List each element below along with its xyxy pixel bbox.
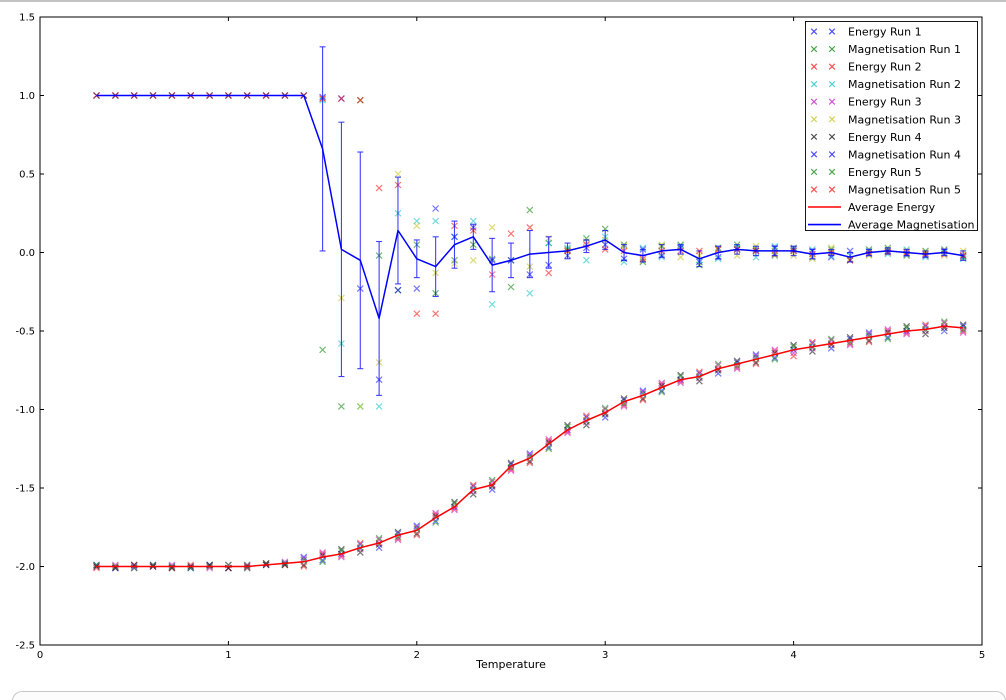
x-axis: 0 1 2 3 4 5 <box>37 17 985 661</box>
legend-item-energy-run-3: Energy Run 3 <box>810 96 922 109</box>
legend-item-average-energy: Average Energy <box>808 201 936 214</box>
scatter-energy-run-1 <box>93 322 967 572</box>
legend-item-magnetisation-run-5: Magnetisation Run 5 <box>810 183 961 196</box>
legend-marker-x <box>810 186 836 193</box>
legend-label: Energy Run 4 <box>848 131 922 144</box>
y-tick-label: 1.5 <box>19 13 35 24</box>
legend-item-energy-run-1: Energy Run 1 <box>810 26 922 39</box>
legend-marker-x <box>810 63 836 70</box>
legend-item-magnetisation-run-3: Magnetisation Run 3 <box>810 113 961 126</box>
y-tick-label: -2.0 <box>15 562 35 573</box>
legend-item-magnetisation-run-1: Magnetisation Run 1 <box>810 43 961 56</box>
x-tick-label: 3 <box>602 650 608 661</box>
scatter-energy-run-2 <box>93 321 967 572</box>
legend-marker-x <box>810 98 836 105</box>
legend-box <box>805 21 978 231</box>
y-tick-label: -1.5 <box>15 484 35 495</box>
legend-label: Magnetisation Run 3 <box>848 113 961 126</box>
legend-label: Average Magnetisation <box>848 219 975 232</box>
legend-item-magnetisation-run-2: Magnetisation Run 2 <box>810 78 961 91</box>
legend-item-energy-run-2: Energy Run 2 <box>810 61 922 74</box>
x-tick-label: 2 <box>414 650 420 661</box>
legend-label: Energy Run 1 <box>848 26 922 39</box>
x-tick-label: 0 <box>37 650 43 661</box>
legend-marker-x <box>810 116 836 123</box>
average-energy-line <box>96 325 964 568</box>
legend-label: Magnetisation Run 2 <box>848 78 961 91</box>
legend-label: Average Energy <box>848 201 936 214</box>
legend-item-average-magnetisation: Average Magnetisation <box>808 219 975 232</box>
legend-marker-x <box>810 133 836 141</box>
legend-label: Energy Run 3 <box>848 96 922 109</box>
y-tick-label: 0.0 <box>19 248 35 259</box>
legend-marker-x <box>810 168 836 176</box>
legend-label: Energy Run 2 <box>848 61 922 74</box>
legend-label: Magnetisation Run 1 <box>848 43 961 56</box>
x-tick-label: 5 <box>979 650 985 661</box>
legend-label: Energy Run 5 <box>848 166 922 179</box>
legend-marker-x <box>810 80 836 88</box>
legend-item-magnetisation-run-4: Magnetisation Run 4 <box>810 148 961 161</box>
legend-marker-x <box>810 151 836 158</box>
scatter-energy-run-4 <box>93 321 967 572</box>
legend-marker-x <box>810 28 836 35</box>
x-tick-label: 1 <box>225 650 231 661</box>
page-top-border <box>0 0 1006 2</box>
scatter-energy-run-3 <box>93 319 967 572</box>
scatter-energy-run-5 <box>93 318 967 572</box>
x-tick-label: 4 <box>790 650 796 661</box>
y-tick-label: -1.0 <box>15 405 35 416</box>
legend-marker-x <box>810 45 836 53</box>
x-axis-title: Temperature <box>475 658 546 671</box>
average-magnetisation-line <box>96 94 964 320</box>
legend-label: Magnetisation Run 5 <box>848 183 961 196</box>
legend-item-energy-run-5: Energy Run 5 <box>810 166 922 179</box>
legend-item-energy-run-4: Energy Run 4 <box>810 131 922 144</box>
y-tick-label: 0.5 <box>19 170 35 181</box>
bottom-panel-edge <box>12 691 1006 700</box>
y-tick-label: -0.5 <box>15 327 35 338</box>
legend: Energy Run 1 Magnetisation Run 1 Energy Ru… <box>805 21 978 232</box>
y-axis: -2.5 -2.0 -1.5 -1.0 -0.5 0.0 0.5 1.0 1.5 <box>15 13 982 652</box>
y-tick-label: 1.0 <box>19 91 35 102</box>
legend-label: Magnetisation Run 4 <box>848 148 961 161</box>
y-tick-label: -2.5 <box>15 641 35 652</box>
